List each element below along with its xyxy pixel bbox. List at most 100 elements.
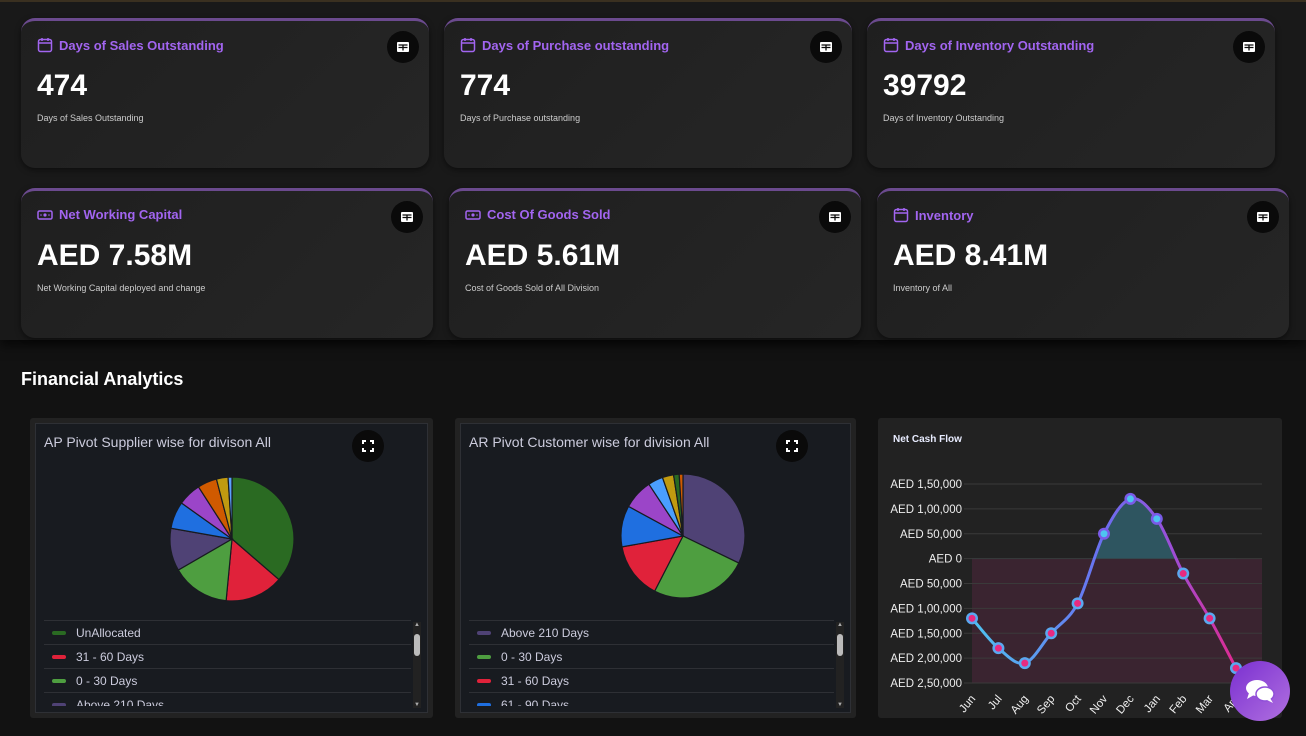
legend-item[interactable]: Above 210 Days xyxy=(44,693,411,706)
y-tick-label: AED 1,50,000 xyxy=(890,628,962,640)
x-tick-label: Jul xyxy=(986,693,1005,712)
table-icon xyxy=(401,212,413,222)
table-view-button[interactable] xyxy=(387,31,419,63)
y-tick-label: AED 50,000 xyxy=(900,579,962,591)
kpi-subtitle: Days of Sales Outstanding xyxy=(37,113,144,123)
kpi-subtitle: Net Working Capital deployed and change xyxy=(37,283,206,293)
table-view-button[interactable] xyxy=(1233,31,1265,63)
kpi-value: AED 7.58M xyxy=(37,239,193,272)
x-tick-label: Aug xyxy=(1009,693,1031,716)
x-tick-label: Oct xyxy=(1063,693,1084,715)
table-view-button[interactable] xyxy=(810,31,842,63)
kpi-card: Cost Of Goods Sold AED 5.61M Cost of Goo… xyxy=(449,188,861,338)
table-view-button[interactable] xyxy=(1247,201,1279,233)
pie-slice[interactable] xyxy=(682,473,746,564)
table-view-button[interactable] xyxy=(391,201,423,233)
legend-item[interactable]: 0 - 30 Days xyxy=(469,645,834,669)
kpi-subtitle: Cost of Goods Sold of All Division xyxy=(465,283,600,293)
kpi-subtitle: Inventory of All xyxy=(893,283,953,293)
panel-title: AR Pivot Customer wise for division All xyxy=(469,434,710,450)
ar-pivot-panel: AR Pivot Customer wise for division All … xyxy=(455,418,856,718)
calendar-icon xyxy=(37,37,53,53)
kpi-card: Days of Sales Outstanding 474 Days of Sa… xyxy=(21,18,429,168)
kpi-card: Inventory AED 8.41M Inventory of All xyxy=(877,188,1289,338)
kpi-value: 39792 xyxy=(883,69,967,102)
panel-title: AP Pivot Supplier wise for divison All xyxy=(44,434,271,450)
table-icon xyxy=(1257,212,1269,222)
legend-swatch xyxy=(52,654,66,659)
y-tick-label: AED 2,00,000 xyxy=(890,653,962,665)
pie-slice[interactable] xyxy=(177,537,233,602)
table-icon xyxy=(829,212,841,222)
kpi-title-text: Days of Purchase outstanding xyxy=(482,37,670,53)
data-point-center xyxy=(994,644,1002,652)
y-tick-label: AED 1,50,000 xyxy=(890,479,962,491)
legend-scrollbar[interactable]: ▲ ▼ xyxy=(413,622,421,708)
legend-label: Above 210 Days xyxy=(76,697,165,707)
kpi-card: Net Working Capital AED 7.58M Net Workin… xyxy=(21,188,433,338)
legend-item[interactable]: 0 - 30 Days xyxy=(44,669,411,693)
table-icon xyxy=(820,42,832,52)
legend-item[interactable]: Above 210 Days xyxy=(469,621,834,645)
pie-slice[interactable] xyxy=(678,473,684,537)
legend-item[interactable]: 61 - 90 Days xyxy=(469,693,834,706)
table-view-button[interactable] xyxy=(819,201,851,233)
kpi-value: AED 8.41M xyxy=(893,239,1049,272)
kpi-title-text: Net Working Capital xyxy=(59,207,183,222)
kpi-title: Net Working Capital xyxy=(37,207,182,222)
money-icon xyxy=(465,209,481,221)
section-title: Financial Analytics xyxy=(21,369,184,389)
legend-swatch xyxy=(477,702,491,706)
x-tick-label: Dec xyxy=(1114,693,1136,717)
pie-slice[interactable] xyxy=(227,476,233,540)
fullscreen-icon xyxy=(362,440,374,452)
legend-item[interactable]: 31 - 60 Days xyxy=(469,669,834,693)
kpi-title: Cost Of Goods Sold xyxy=(465,207,611,222)
legend-label: 0 - 30 Days xyxy=(76,673,138,688)
data-point-center xyxy=(1153,515,1161,523)
table-icon xyxy=(1243,42,1255,52)
calendar-icon xyxy=(460,37,476,53)
chart-legend: Above 210 Days 0 - 30 Days 31 - 60 Days 61 … xyxy=(469,620,834,706)
negative-band xyxy=(972,558,1262,683)
fullscreen-button[interactable] xyxy=(776,430,808,462)
kpi-card: Days of Inventory Outstanding 39792 Days… xyxy=(867,18,1275,168)
data-point-center xyxy=(1206,614,1214,622)
y-tick-label: AED 2,50,000 xyxy=(890,678,962,690)
kpi-value: 774 xyxy=(460,69,511,102)
x-tick-label: Jan xyxy=(1142,693,1163,715)
net-cash-flow-chart: AED 1,50,000 AED 1,00,000 AED 50,000 AED 0 A… xyxy=(890,479,1262,717)
pie-slice[interactable] xyxy=(231,476,295,581)
legend-scrollbar[interactable]: ▲ ▼ xyxy=(836,622,844,708)
data-point-center xyxy=(1047,629,1055,637)
y-tick-label: AED 1,00,000 xyxy=(890,504,962,516)
data-point-center xyxy=(968,614,976,622)
data-point-center xyxy=(1021,659,1029,667)
calendar-icon xyxy=(883,37,899,53)
chat-button[interactable] xyxy=(1230,661,1290,721)
table-icon xyxy=(397,42,409,52)
pie-slice[interactable] xyxy=(621,535,685,592)
data-point-center xyxy=(1100,530,1108,538)
kpi-subtitle: Days of Inventory Outstanding xyxy=(883,113,1005,123)
x-tick-label: Sep xyxy=(1035,693,1057,716)
fullscreen-button[interactable] xyxy=(352,430,384,462)
y-tick-label: AED 1,00,000 xyxy=(890,603,962,615)
y-tick-label: AED 50,000 xyxy=(900,529,962,541)
kpi-title-text: Days of Sales Outstanding xyxy=(59,37,224,53)
legend-swatch xyxy=(52,678,66,683)
chart-legend: UnAllocated 31 - 60 Days 0 - 30 Days Above … xyxy=(44,620,411,706)
legend-item[interactable]: 31 - 60 Days xyxy=(44,645,411,669)
kpi-title: Days of Inventory Outstanding xyxy=(883,37,1094,53)
chart-title: Net Cash Flow xyxy=(893,434,962,445)
legend-label: UnAllocated xyxy=(76,625,141,640)
legend-item[interactable]: UnAllocated xyxy=(44,621,411,645)
data-point-center xyxy=(1074,599,1082,607)
x-tick-label: Feb xyxy=(1168,693,1190,716)
pie-slice[interactable] xyxy=(225,537,280,602)
legend-label: 61 - 90 Days xyxy=(501,697,570,707)
data-point-center xyxy=(1126,495,1134,503)
kpi-value: 474 xyxy=(37,69,88,102)
legend-swatch xyxy=(52,630,66,635)
legend-swatch xyxy=(52,702,66,706)
